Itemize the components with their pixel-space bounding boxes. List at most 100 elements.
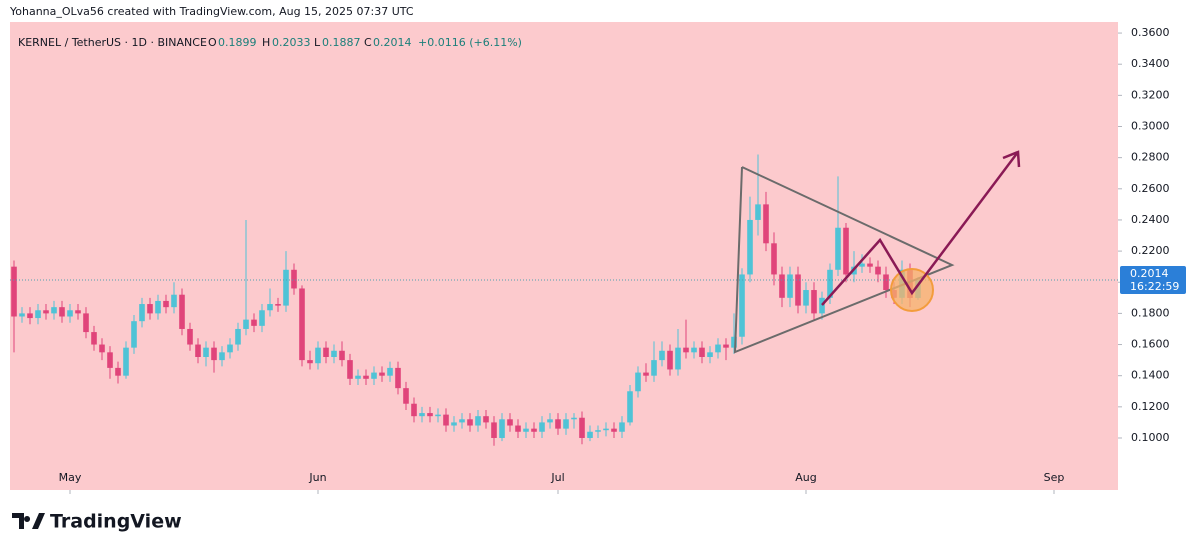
candle-body: [723, 344, 729, 348]
last-price-box: [1120, 266, 1186, 295]
candle-body: [867, 263, 873, 267]
candle-body: [827, 269, 833, 298]
y-tick-label: 0.2400: [1131, 213, 1170, 226]
candle-body: [179, 294, 185, 329]
y-tick-label: 0.2200: [1131, 244, 1170, 257]
candle-body: [587, 431, 593, 438]
candle-body: [403, 388, 409, 404]
triangle-pattern: [733, 166, 955, 354]
last-price-label: 0.2014: [1130, 267, 1169, 280]
candle-body: [411, 403, 417, 417]
candle-body: [459, 419, 465, 423]
candle-body: [507, 419, 513, 426]
candle-body: [859, 263, 865, 267]
y-tick-label: 0.2800: [1131, 151, 1170, 164]
brand-logo: TradingView: [12, 511, 182, 533]
symbol: KERNEL / TetherUS · 1D · BINANCE: [18, 36, 207, 49]
candle-body: [147, 304, 153, 314]
candle-body: [467, 419, 473, 426]
candle-body: [667, 350, 673, 370]
candle-body: [843, 227, 849, 275]
candle-body: [683, 347, 689, 353]
candle-body: [331, 350, 337, 357]
candle-body: [379, 372, 385, 376]
y-tick-label: 0.1400: [1131, 369, 1170, 382]
y-tick-label: 0.1200: [1131, 400, 1170, 413]
candle-body: [203, 347, 209, 357]
candle-body: [363, 375, 369, 379]
candle-body: [619, 422, 625, 432]
candle-body: [51, 307, 57, 314]
candle-body: [491, 422, 497, 438]
candle-body: [115, 367, 121, 376]
candle-body: [755, 204, 761, 220]
candle-body: [427, 413, 433, 417]
x-tick-label: Jun: [308, 471, 326, 484]
candle-body: [643, 372, 649, 376]
y-tick-label: 0.1000: [1131, 431, 1170, 444]
candle-body: [275, 304, 281, 306]
countdown: 16:22:59: [1130, 280, 1179, 293]
candle-body: [499, 419, 505, 438]
candle-body: [483, 416, 489, 423]
x-tick-label: Sep: [1044, 471, 1065, 484]
y-tick-label: 0.3400: [1131, 57, 1170, 70]
candle-body: [739, 274, 745, 337]
candle-body: [171, 294, 177, 308]
candle-body: [11, 266, 17, 317]
candle-body: [67, 310, 73, 317]
y-tick-label: 0.3600: [1131, 26, 1170, 39]
candle-body: [883, 274, 889, 291]
candle-body: [803, 290, 809, 306]
x-tick-label: May: [59, 471, 82, 484]
candle-body: [659, 350, 665, 361]
candle-body: [747, 219, 753, 275]
logo-mark: [12, 513, 45, 529]
candle-body: [771, 243, 777, 275]
candle-body: [195, 344, 201, 357]
candle-body: [611, 428, 617, 432]
candle-body: [763, 204, 769, 244]
candle-body: [75, 310, 81, 314]
candle-body: [259, 310, 265, 326]
y-tick-label: 0.1600: [1131, 338, 1170, 351]
candle-body: [699, 347, 705, 357]
candle-body: [675, 347, 681, 370]
candle-body: [787, 274, 793, 298]
candle-body: [707, 352, 713, 357]
candle-body: [395, 367, 401, 389]
candle-body: [107, 352, 113, 368]
price-axis-background: [1118, 22, 1199, 490]
candle-body: [99, 344, 105, 353]
candle-body: [283, 269, 289, 306]
candle-body: [59, 307, 65, 317]
candle-body: [811, 290, 817, 314]
candle-body: [595, 430, 601, 432]
candle-body: [83, 313, 89, 333]
arrow-head: [1002, 150, 1021, 168]
candle-body: [235, 328, 241, 345]
candle-body: [531, 428, 537, 432]
candle-body: [155, 300, 161, 314]
candle-body: [211, 347, 217, 361]
candle-body: [227, 344, 233, 353]
candle-body: [219, 352, 225, 361]
candle-body: [579, 417, 585, 438]
candle-body: [35, 310, 41, 319]
candle-body: [139, 304, 145, 322]
candle-body: [131, 321, 137, 348]
credit: Yohanna_OLva56 created with TradingView.…: [9, 5, 414, 18]
low-label: L: [314, 36, 321, 49]
open-value: 0.1899: [218, 36, 257, 49]
candle-body: [355, 375, 361, 379]
candle-body: [347, 360, 353, 379]
candle-body: [523, 428, 529, 432]
candle-body: [571, 417, 577, 420]
candle-body: [475, 416, 481, 426]
candle-body: [635, 372, 641, 392]
candle-body: [243, 319, 249, 329]
header: KERNEL / TetherUS · 1D · BINANCE O 0.189…: [18, 36, 522, 49]
candle-body: [267, 304, 273, 311]
close-value: 0.2014: [373, 36, 412, 49]
y-tick-label: 0.3000: [1131, 120, 1170, 133]
